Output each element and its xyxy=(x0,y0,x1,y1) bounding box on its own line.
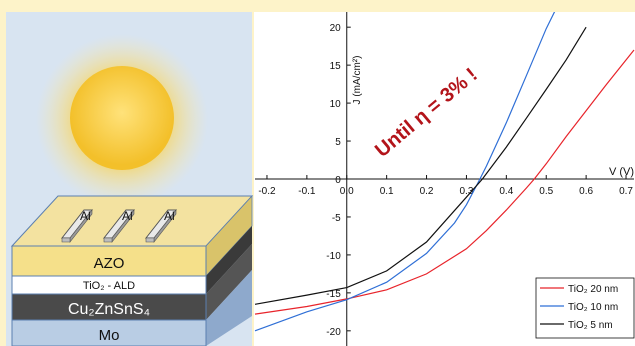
al-contact: Al xyxy=(60,209,94,243)
x-tick-label: 0.4 xyxy=(499,186,513,197)
al-label: Al xyxy=(122,209,133,223)
y-tick-label: 0 xyxy=(335,175,341,186)
layer-mo-label: Mo xyxy=(99,327,120,344)
layer-czts xyxy=(11,293,207,321)
series-line-0 xyxy=(254,49,635,315)
jv-chart: -0.2 -0.1 0.0 0.1 0.2 0.3 0.4 0.5 0.6 0.7 20 15 10 5 0… xyxy=(254,12,635,346)
x-tick-label: 0.1 xyxy=(380,186,394,197)
al-contact: Al xyxy=(102,209,136,243)
x-tick-label: 0.5 xyxy=(539,186,553,197)
sun-icon xyxy=(70,66,174,170)
legend-label: TiO₂ 20 nm xyxy=(568,284,618,295)
legend-label: TiO₂ 5 nm xyxy=(568,320,613,331)
y-tick-label: -20 xyxy=(326,327,341,338)
x-tick-label: -0.2 xyxy=(258,186,276,197)
x-tick-label: 0.3 xyxy=(459,186,473,197)
x-axis-label: V (V) xyxy=(609,166,634,178)
al-label: Al xyxy=(80,209,91,223)
x-tick-label: 0.2 xyxy=(420,186,434,197)
stack-side-mo xyxy=(206,270,252,346)
axes: -0.2 -0.1 0.0 0.1 0.2 0.3 0.4 0.5 0.6 0.7 20 15 10 5 0… xyxy=(255,12,634,346)
legend-label: TiO₂ 10 nm xyxy=(568,302,618,313)
al-contact: Al xyxy=(144,209,178,243)
series-group xyxy=(254,12,635,332)
al-label: Al xyxy=(164,209,175,223)
y-tick-label: -10 xyxy=(326,251,341,262)
y-axis-label: J (mA/cm²) xyxy=(352,56,363,105)
layer-mo xyxy=(11,319,207,346)
stack-side-tio2 xyxy=(206,226,252,294)
layer-azo-label: AZO xyxy=(94,255,125,272)
stack-side-czts xyxy=(206,244,252,320)
y-tick-label: 5 xyxy=(335,137,341,148)
x-tick-label: 0.0 xyxy=(340,186,354,197)
x-tick-label: -0.1 xyxy=(298,186,316,197)
y-tick-label: -15 xyxy=(326,289,341,300)
y-tick-label: -5 xyxy=(332,213,341,224)
layer-azo xyxy=(11,245,207,277)
legend: TiO₂ 20 nm TiO₂ 10 nm TiO₂ 5 nm xyxy=(535,277,635,339)
y-tick-label: 20 xyxy=(330,23,342,34)
y-tick-label: 15 xyxy=(330,61,342,72)
layer-czts-label: Cu₂ZnSnS₄ xyxy=(68,301,150,318)
series-line-1 xyxy=(254,12,556,332)
series-line-2 xyxy=(254,26,587,305)
y-tick-label: 10 xyxy=(330,99,342,110)
x-tick-label: 0.7 xyxy=(619,186,633,197)
layer-tio2-label: TiO₂ - ALD xyxy=(83,280,135,292)
x-tick-label: 0.6 xyxy=(579,186,593,197)
